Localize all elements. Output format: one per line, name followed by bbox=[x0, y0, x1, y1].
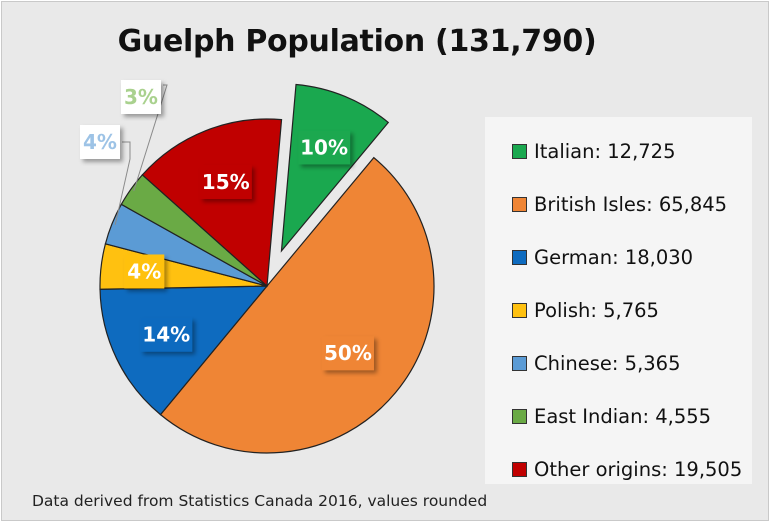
slice-label-polish: 4% bbox=[124, 254, 165, 289]
legend-label-polish: Polish: 5,765 bbox=[534, 299, 659, 322]
legend-swatch-polish bbox=[512, 303, 527, 318]
pie-slice-british-isles bbox=[159, 156, 435, 454]
leader-line-chinese bbox=[114, 141, 131, 225]
pie-slice-italian bbox=[280, 83, 390, 253]
legend-swatch-german bbox=[512, 250, 527, 265]
slice-percent-british-isles: 50% bbox=[324, 341, 372, 365]
slice-label-box-chinese bbox=[80, 125, 120, 159]
slice-label-box-other-origins bbox=[199, 164, 252, 199]
slice-percent-german: 14% bbox=[142, 323, 190, 347]
legend-swatch-chinese bbox=[512, 356, 527, 371]
legend-swatch-other-origins bbox=[512, 462, 527, 477]
slice-label-box-german bbox=[140, 317, 193, 352]
slice-label-other-origins: 15% bbox=[199, 164, 252, 199]
leader-line-east-indian bbox=[133, 84, 168, 192]
slice-label-british-isles: 50% bbox=[321, 336, 374, 371]
legend-label-british-isles: British Isles: 65,845 bbox=[534, 193, 728, 216]
legend-label-east-indian: East Indian: 4,555 bbox=[534, 405, 712, 428]
slice-label-box-italian bbox=[298, 130, 351, 165]
legend-item-other-origins: Other origins: 19,505 bbox=[512, 443, 752, 496]
slice-label-italian: 10% bbox=[298, 130, 351, 165]
legend-label-german: German: 18,030 bbox=[534, 246, 694, 269]
legend: Italian: 12,725 British Isles: 65,845 Germ… bbox=[485, 117, 752, 484]
legend-item-italian: Italian: 12,725 bbox=[512, 125, 752, 178]
chart-title: Guelph Population (131,790) bbox=[117, 24, 597, 59]
legend-label-other-origins: Other origins: 19,505 bbox=[534, 458, 743, 481]
footnote: Data derived from Statistics Canada 2016… bbox=[32, 492, 488, 510]
slice-percent-other-origins: 15% bbox=[202, 170, 250, 194]
legend-label-chinese: Chinese: 5,365 bbox=[534, 352, 681, 375]
legend-swatch-british-isles bbox=[512, 197, 527, 212]
legend-item-chinese: Chinese: 5,365 bbox=[512, 337, 752, 390]
slice-label-german: 14% bbox=[140, 317, 193, 352]
slice-label-box-east-indian bbox=[121, 80, 161, 114]
legend-label-italian: Italian: 12,725 bbox=[534, 140, 676, 163]
legend-item-east-indian: East Indian: 4,555 bbox=[512, 390, 752, 443]
slice-percent-chinese: 4% bbox=[83, 130, 117, 154]
slice-label-box-polish bbox=[124, 254, 165, 289]
slice-percent-east-indian: 3% bbox=[124, 85, 158, 109]
legend-swatch-east-indian bbox=[512, 409, 527, 424]
legend-item-british-isles: British Isles: 65,845 bbox=[512, 178, 752, 231]
legend-swatch-italian bbox=[512, 144, 527, 159]
slice-percent-polish: 4% bbox=[127, 259, 161, 283]
legend-item-german: German: 18,030 bbox=[512, 231, 752, 284]
slice-label-box-british-isles bbox=[321, 336, 374, 371]
pie-slice-other-origins bbox=[141, 118, 283, 288]
slice-percent-italian: 10% bbox=[300, 135, 348, 159]
legend-item-polish: Polish: 5,765 bbox=[512, 284, 752, 337]
